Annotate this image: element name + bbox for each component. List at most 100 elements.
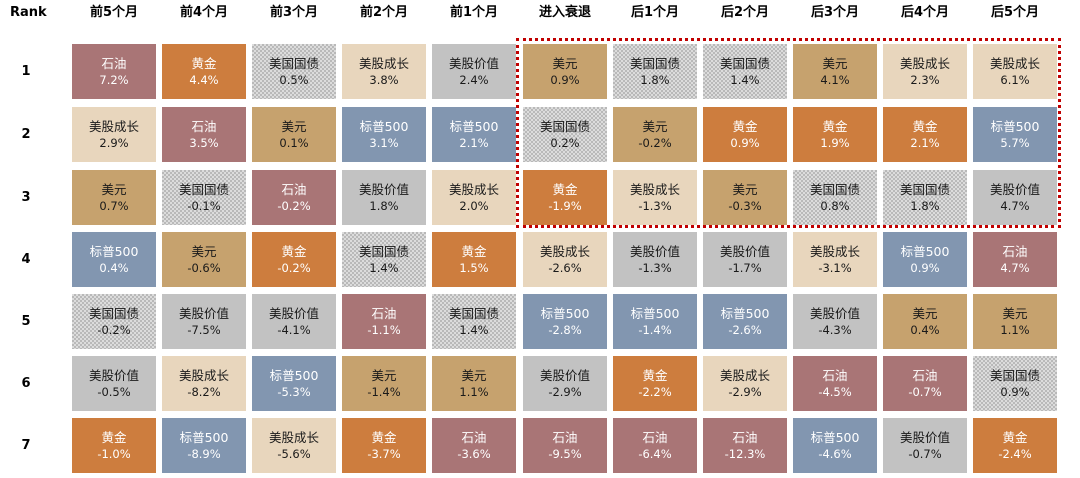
asset-return: 4.4% [189,72,219,87]
asset-cell: 石油 3.5% [162,107,246,162]
asset-name: 石油 [642,429,668,445]
asset-cell: 石油 -9.5% [523,418,607,473]
asset-name: 美国国债 [629,55,680,71]
column-header: 进入衰退 [538,5,591,20]
asset-cell: 美国国债 1.4% [703,44,787,99]
asset-cell: 美元 -1.4% [342,356,426,411]
asset-name: 美国国债 [358,243,409,259]
asset-name: 美股价值 [719,243,770,259]
rank-label: 1 [21,64,31,79]
asset-cell: 美国国债 1.8% [883,170,967,225]
asset-cell: 标普500 3.1% [342,107,426,162]
asset-return: 2.4% [459,72,489,87]
asset-return: 0.4% [910,322,940,337]
asset-return: -1.7% [728,260,762,275]
asset-return: -1.9% [548,198,582,213]
asset-return: 2.1% [910,135,940,150]
asset-cell: 美股价值 4.7% [973,170,1057,225]
asset-cell: 美股成长 -1.3% [613,170,697,225]
asset-return: -5.6% [277,446,311,461]
asset-cell: 标普500 -5.3% [252,356,336,411]
rank-label: 7 [21,438,31,453]
asset-name: 美国国债 [88,305,139,321]
column-header: 后2个月 [720,5,770,20]
asset-cell: 石油 4.7% [973,232,1057,287]
asset-cell: 黄金 -1.9% [523,170,607,225]
asset-return: -1.4% [367,384,401,399]
asset-return: -0.1% [187,198,221,213]
asset-cell: 美股成长 -5.6% [252,418,336,473]
column-header: 前4个月 [179,5,229,20]
asset-return: -0.3% [728,198,762,213]
asset-return: 2.9% [99,135,129,150]
asset-cell: 美股价值 -2.9% [523,356,607,411]
asset-return: 1.8% [369,198,399,213]
asset-name: 黄金 [732,118,758,134]
asset-return: 1.1% [1000,322,1030,337]
asset-return: 5.7% [1000,135,1030,150]
column-header: 后3个月 [810,5,860,20]
asset-name: 美股价值 [88,367,139,383]
asset-name: 美元 [642,118,668,134]
asset-return: 1.5% [459,260,489,275]
asset-return: -4.1% [277,322,311,337]
asset-return: 3.1% [369,135,399,150]
asset-return: -2.6% [548,260,582,275]
asset-cell: 美国国债 0.5% [252,44,336,99]
rank-label: 5 [21,314,31,329]
asset-return: -1.0% [97,446,131,461]
asset-name: 石油 [101,55,127,71]
asset-cell: 美股价值 -1.7% [703,232,787,287]
asset-cell: 美股价值 1.8% [342,170,426,225]
asset-name: 美国国债 [539,118,590,134]
asset-cell: 美股成长 -2.9% [703,356,787,411]
asset-name: 石油 [912,367,938,383]
asset-return: -3.6% [457,446,491,461]
asset-name: 标普500 [269,367,319,383]
asset-cell: 美国国债 -0.2% [72,294,156,349]
asset-name: 美元 [912,305,938,321]
asset-name: 石油 [1002,243,1028,259]
asset-return: -7.5% [187,322,221,337]
asset-return: 0.8% [820,198,850,213]
asset-return: -0.7% [908,446,942,461]
asset-return: 7.2% [99,72,129,87]
asset-cell: 标普500 -1.4% [613,294,697,349]
asset-cell: 黄金 4.4% [162,44,246,99]
column-header: 前2个月 [359,5,409,20]
asset-cell: 美国国债 0.9% [973,356,1057,411]
asset-cell: 美股成长 2.0% [432,170,516,225]
asset-cell: 标普500 -8.9% [162,418,246,473]
asset-name: 标普500 [179,429,229,445]
asset-return: 0.7% [99,198,129,213]
asset-cell: 黄金 1.5% [432,232,516,287]
asset-name: 美股价值 [899,429,950,445]
asset-cell: 美元 1.1% [973,294,1057,349]
asset-cell: 美国国债 1.4% [342,232,426,287]
asset-return: -9.5% [548,446,582,461]
asset-cell: 石油 -12.3% [703,418,787,473]
asset-cell: 标普500 -2.8% [523,294,607,349]
asset-cell: 美股价值 -4.3% [793,294,877,349]
asset-name: 黄金 [281,243,307,259]
asset-name: 美股成长 [989,55,1040,71]
asset-name: 美股价值 [268,305,319,321]
asset-cell: 石油 -4.5% [793,356,877,411]
asset-return: 1.8% [640,72,670,87]
asset-name: 标普500 [900,243,950,259]
rank-header: Rank [10,5,47,20]
asset-cell: 石油 -3.6% [432,418,516,473]
asset-return: 2.0% [459,198,489,213]
asset-cell: 美国国债 0.2% [523,107,607,162]
asset-cell: 黄金 -2.4% [973,418,1057,473]
asset-name: 美股价值 [629,243,680,259]
asset-cell: 美股价值 -4.1% [252,294,336,349]
asset-return: 0.1% [279,135,309,150]
asset-cell: 黄金 0.9% [703,107,787,162]
asset-return: 0.9% [730,135,760,150]
asset-cell: 黄金 1.9% [793,107,877,162]
asset-name: 美国国债 [178,181,229,197]
asset-name: 石油 [732,429,758,445]
asset-name: 标普500 [89,243,139,259]
asset-return: -8.2% [187,384,221,399]
